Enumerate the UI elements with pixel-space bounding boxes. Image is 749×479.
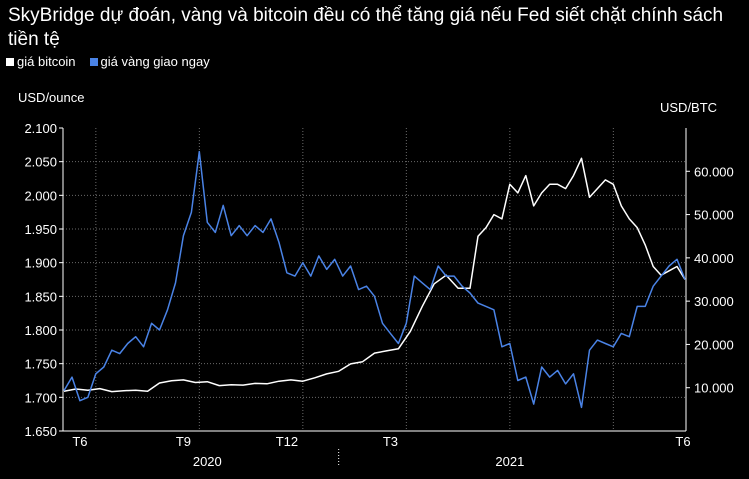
legend: giá bitcoin giá vàng giao ngay <box>6 54 210 69</box>
legend-label-gold: giá vàng giao ngay <box>100 54 210 69</box>
legend-item-bitcoin: giá bitcoin <box>6 54 76 69</box>
y-left-tick-label-4: 1.900 <box>24 256 57 271</box>
x-year-label-0: 2020 <box>193 454 222 469</box>
y-left-tick-label-0: 2.100 <box>24 121 57 136</box>
x-tick-label-2: T12 <box>276 434 298 449</box>
y-right-tick-label-2: 40.000 <box>694 251 734 266</box>
y-left-tick-label-3: 1.950 <box>24 222 57 237</box>
x-tick-label-3: T3 <box>383 434 398 449</box>
y-left-tick-label-9: 1.650 <box>24 424 57 439</box>
series-lines <box>63 150 686 409</box>
y-right-tick-label-5: 10.000 <box>694 381 734 396</box>
chart-title: SkyBridge dự đoán, vàng và bitcoin đều c… <box>8 5 724 50</box>
y-left-unit-label: USD/ounce <box>18 90 84 105</box>
y-left-tick-label-1: 2.050 <box>24 155 57 170</box>
plot-frame <box>59 127 690 465</box>
x-tick-label-1: T9 <box>176 434 191 449</box>
y-right-tick-label-4: 20.000 <box>694 337 734 352</box>
series-line-gold <box>63 150 686 409</box>
legend-item-gold: giá vàng giao ngay <box>89 54 210 69</box>
legend-label-bitcoin: giá bitcoin <box>17 54 76 69</box>
y-right-tick-label-3: 30.000 <box>694 294 734 309</box>
y-right-tick-label-0: 60.000 <box>694 164 734 179</box>
y-left-tick-label-6: 1.800 <box>24 323 57 338</box>
tick-labels: 2.100 2.050 2.000 1.950 1.900 1.850 1.800 1.750… <box>24 121 733 469</box>
y-right-unit-label: USD/BTC <box>660 100 717 115</box>
x-year-label-1: 2021 <box>495 454 524 469</box>
y-left-tick-label-5: 1.850 <box>24 289 57 304</box>
y-left-tick-label-7: 1.750 <box>24 357 57 372</box>
legend-swatch-bitcoin <box>6 57 14 66</box>
legend-swatch-gold <box>89 57 98 66</box>
y-left-tick-label-2: 2.000 <box>24 188 57 203</box>
x-tick-label-0: T6 <box>72 434 87 449</box>
x-tick-label-4: T6 <box>675 434 690 449</box>
series-line-bitcoin <box>63 157 686 393</box>
y-left-tick-label-8: 1.700 <box>24 390 57 405</box>
y-right-tick-label-1: 50.000 <box>694 208 734 223</box>
